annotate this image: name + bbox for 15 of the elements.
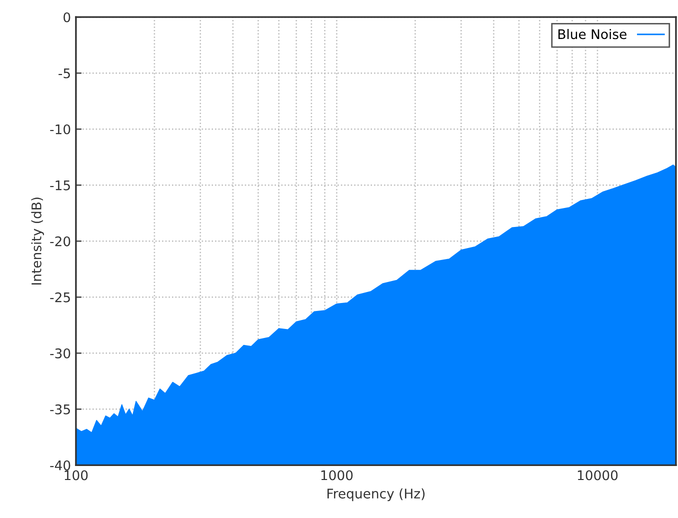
y-tick-label: -40 (50, 460, 70, 470)
y-tick-label: -5 (58, 68, 70, 78)
y-axis-title: Intensity (dB) (31, 198, 44, 285)
y-tick-label: -15 (50, 180, 70, 190)
x-axis-title: Frequency (Hz) (327, 488, 425, 502)
y-tick-label: -20 (50, 236, 70, 246)
y-tick-label: 0 (64, 12, 70, 22)
y-tick-label: -30 (50, 348, 70, 358)
y-tick-label: -25 (50, 292, 70, 302)
x-tick-label: 10000 (578, 470, 618, 480)
y-tick-label: -10 (50, 124, 70, 134)
x-tick-label: 1000 (321, 470, 353, 480)
y-tick-label: -35 (50, 404, 70, 414)
legend-label: Blue Noise (558, 28, 626, 40)
x-tick-label: 100 (64, 470, 88, 480)
